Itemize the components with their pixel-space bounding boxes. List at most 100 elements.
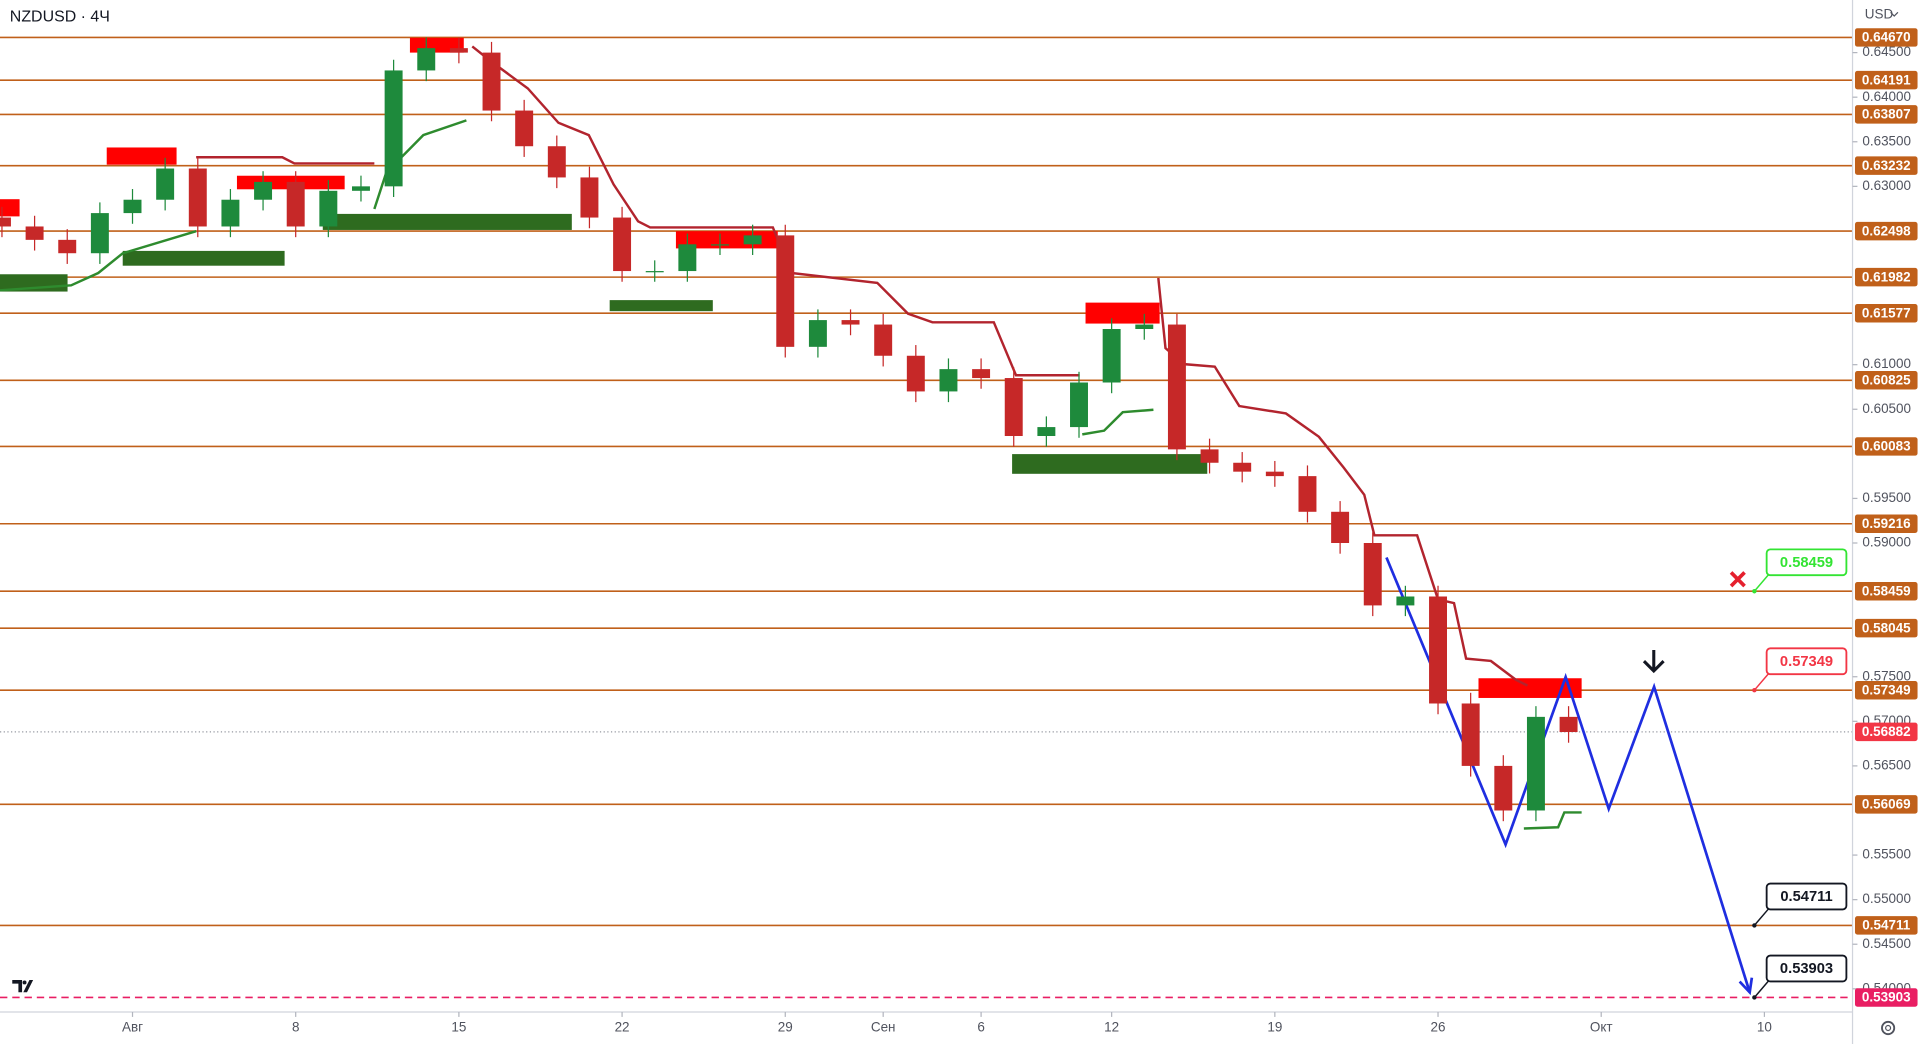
zone [322, 213, 572, 230]
candle-body [939, 369, 958, 392]
candle-body [58, 239, 77, 254]
candle-body [1233, 462, 1252, 472]
axes: 0.64500 0.64000 0.63500 0.63000 0.61000 0.605… [122, 28, 1918, 1035]
y-tick-label: 0.54500 [1862, 936, 1911, 951]
price-label: 0.61577 [1862, 305, 1911, 320]
candle-body [384, 70, 403, 187]
price-label: 0.56069 [1862, 796, 1911, 811]
gear-ring[interactable] [1881, 1020, 1896, 1036]
candle-body [547, 146, 566, 178]
x-tick-label: Сен [871, 1020, 896, 1035]
price-label-box [1854, 916, 1918, 935]
callout-box [1765, 882, 1848, 911]
callout-label: 0.58459 [1780, 555, 1833, 571]
candle-body [1429, 596, 1447, 704]
price-label: 0.64191 [1862, 72, 1911, 87]
price-label-box [1854, 105, 1918, 124]
y-tick-label: 0.57500 [1862, 668, 1911, 683]
y-tick-label: 0.59000 [1862, 535, 1911, 550]
callout: 0.58459 [1752, 548, 1848, 594]
candle-body [221, 199, 240, 227]
price-label-box [1854, 221, 1918, 241]
y-tick-label: 0.61000 [1862, 356, 1911, 371]
callout-anchor [1752, 687, 1757, 693]
price-label-box [1854, 582, 1918, 601]
candle-body [743, 235, 762, 245]
candle-body [1298, 476, 1317, 512]
y-tick-label: 0.56500 [1862, 757, 1911, 772]
candle-body [286, 181, 305, 227]
x-tick-label: 15 [451, 1020, 466, 1035]
price-label: 0.61982 [1862, 269, 1911, 284]
candle-body [188, 168, 207, 227]
candle-body [678, 244, 697, 272]
price-label-box [1854, 28, 1918, 47]
y-tick-label: 0.64500 [1862, 44, 1911, 59]
chart-title: NZDUSD · 4Ч [10, 8, 110, 25]
plot-area [0, 36, 1853, 999]
callout-pointer [1753, 979, 1770, 998]
candle-body [1331, 511, 1350, 543]
callout-pointer [1753, 573, 1770, 592]
candle-body [1461, 703, 1480, 766]
candle-body [1526, 716, 1545, 811]
zone [1012, 454, 1208, 474]
candle-body [482, 52, 501, 111]
currency-label[interactable]: USD [1865, 6, 1894, 21]
callout-box [1765, 548, 1848, 577]
candle-body [1135, 324, 1154, 330]
candle-body [1494, 765, 1513, 811]
callout: 0.57349 [1752, 647, 1848, 693]
price-label-box [1854, 437, 1918, 456]
price-label-box [1854, 514, 1918, 533]
x-tick-label: 26 [1431, 1020, 1446, 1035]
price-label: 0.60083 [1862, 439, 1911, 454]
callout-anchor [1752, 923, 1757, 928]
callout-anchor [1752, 995, 1757, 1000]
candle-body [25, 226, 44, 240]
y-tick-label: 0.64000 [1862, 89, 1911, 104]
line-series [0, 119, 1582, 830]
candle-body [874, 324, 893, 356]
price-label-box [1854, 618, 1918, 638]
price-label: 0.64670 [1862, 30, 1911, 45]
price-label: 0.58459 [1862, 583, 1911, 598]
candle-body [1559, 716, 1578, 733]
callout-box [1765, 954, 1848, 983]
price-label-box [1854, 70, 1918, 90]
line-series [196, 45, 1529, 687]
y-tick-label: 0.55500 [1862, 847, 1911, 862]
x-tick-label: Окт [1590, 1020, 1613, 1035]
candle-body [841, 320, 860, 325]
callout-box [1765, 647, 1848, 676]
settings-icon[interactable] [1881, 1020, 1896, 1036]
price-label-box [1854, 156, 1918, 175]
price-label-box [1854, 303, 1918, 323]
y-tick-label: 0.63500 [1862, 133, 1911, 148]
tv-logo-dot [22, 980, 27, 985]
x-tick-label: 22 [615, 1020, 630, 1035]
candle-body [580, 177, 599, 218]
gear-core[interactable] [1885, 1024, 1892, 1032]
price-label: 0.57349 [1862, 682, 1911, 697]
price-label: 0.54711 [1862, 918, 1910, 933]
currency-chevron[interactable] [1890, 11, 1899, 17]
candle-body [417, 48, 436, 71]
x-tick-label: 8 [292, 1020, 300, 1035]
price-label-box [1854, 680, 1918, 700]
zone [1478, 678, 1582, 698]
price-label: 0.60825 [1862, 372, 1911, 387]
candle-body [515, 110, 534, 147]
y-tick-label: 0.60500 [1862, 401, 1911, 416]
candle-body [0, 217, 11, 227]
x-tick-label: 10 [1757, 1020, 1772, 1035]
callout-pointer [1753, 672, 1770, 691]
down-arrow [1642, 650, 1665, 674]
price-label-box [1854, 267, 1918, 287]
candle-body [254, 181, 273, 200]
zone [122, 250, 285, 266]
price-label-box [1854, 988, 1918, 1007]
price-label-box [1854, 722, 1918, 742]
